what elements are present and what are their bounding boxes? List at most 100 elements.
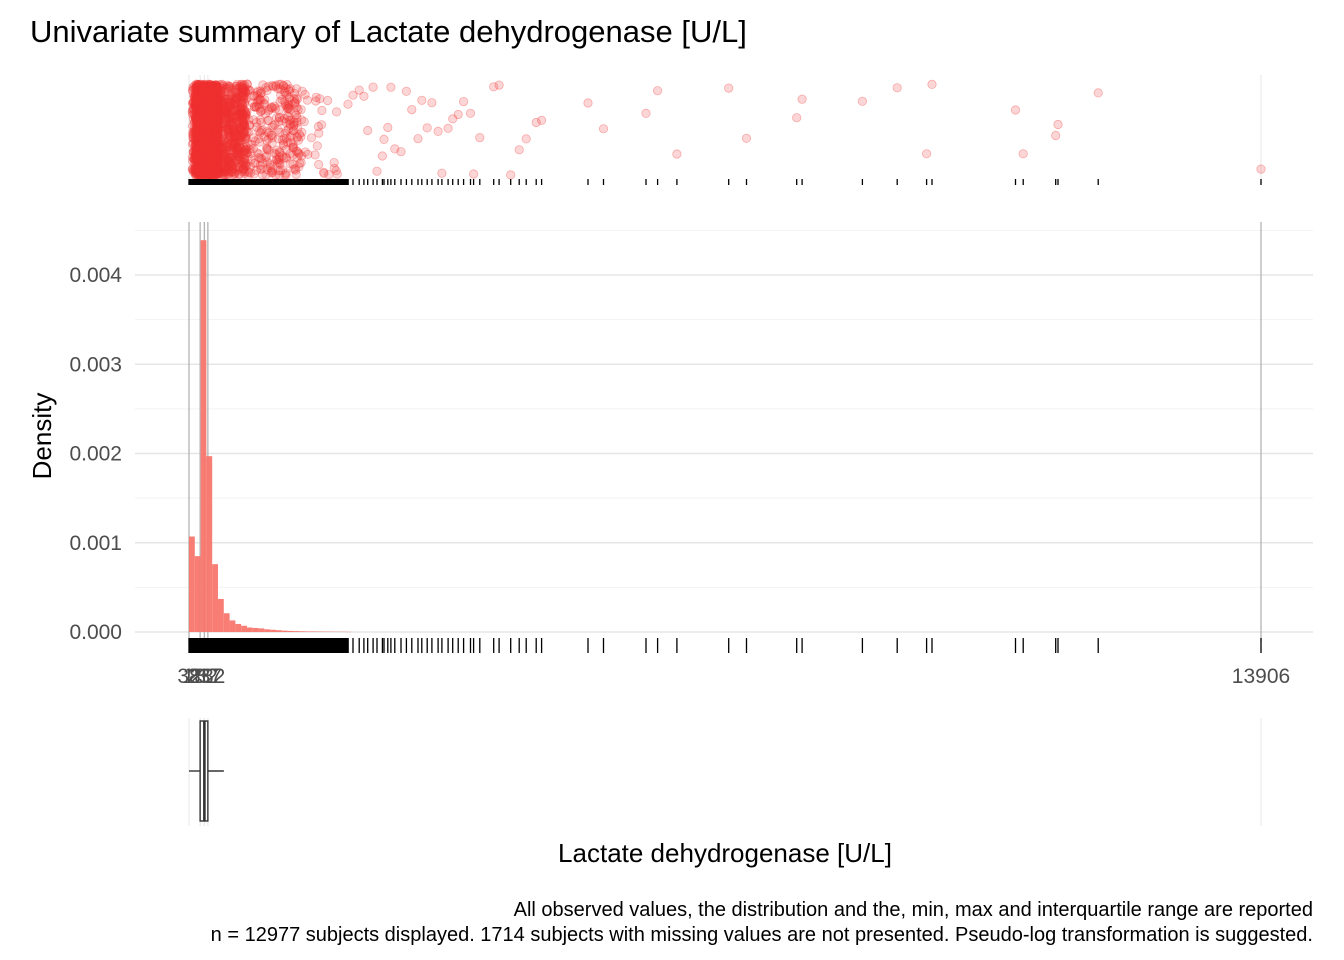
data-point: [199, 152, 209, 162]
data-point: [193, 169, 203, 179]
data-point: [192, 160, 202, 170]
data-point: [238, 129, 248, 139]
data-point: [226, 101, 237, 111]
data-point: [217, 98, 227, 108]
data-point: [193, 141, 203, 151]
data-point: [286, 138, 296, 148]
data-point: [253, 95, 263, 105]
data-point: [206, 123, 216, 133]
data-point: [193, 153, 203, 164]
data-point: [193, 116, 203, 126]
data-point: [211, 90, 221, 101]
data-point: [190, 83, 200, 93]
data-point: [209, 127, 219, 137]
data-point: [206, 89, 216, 99]
data-point: [211, 134, 221, 144]
data-point: [189, 83, 199, 94]
data-point: [255, 128, 266, 138]
data-point: [197, 121, 207, 131]
data-point: [208, 163, 218, 173]
data-point: [209, 145, 219, 155]
data-point: [232, 85, 242, 95]
histogram-bar: [223, 613, 230, 632]
data-point: [202, 152, 212, 162]
data-point: [210, 96, 221, 106]
data-point: [208, 159, 218, 169]
data-point: [191, 147, 201, 158]
data-point: [203, 95, 213, 106]
data-point: [211, 103, 221, 113]
data-point: [210, 165, 220, 175]
data-point: [209, 144, 219, 154]
data-point: [278, 81, 288, 91]
data-point: [202, 164, 212, 174]
data-point: [221, 166, 231, 176]
data-point: [211, 107, 221, 118]
data-point: [196, 168, 206, 178]
data-point: [196, 86, 206, 96]
data-point: [281, 90, 292, 100]
data-point: [417, 95, 427, 105]
data-point: [201, 168, 211, 178]
data-point: [407, 105, 417, 115]
data-point: [272, 145, 282, 155]
data-point: [210, 158, 220, 168]
data-point: [235, 136, 245, 147]
data-point: [239, 149, 249, 159]
data-point: [196, 164, 206, 174]
data-point: [191, 97, 201, 108]
data-point: [205, 148, 215, 158]
data-point: [193, 143, 203, 153]
y-tick-label: 0.002: [69, 443, 122, 466]
data-point: [207, 134, 217, 144]
data-point: [191, 145, 201, 155]
data-point: [672, 149, 682, 159]
data-point: [192, 163, 203, 173]
data-point: [209, 122, 220, 132]
data-point: [209, 140, 219, 151]
data-point: [201, 120, 211, 130]
data-point: [225, 160, 235, 170]
data-point: [286, 115, 296, 125]
data-point: [191, 79, 201, 89]
data-point: [331, 166, 341, 176]
data-point: [241, 131, 251, 141]
data-point: [232, 117, 242, 128]
data-point: [253, 86, 263, 96]
data-point: [262, 85, 272, 96]
data-point: [219, 167, 230, 177]
data-point: [210, 155, 220, 165]
data-point: [209, 133, 220, 143]
data-point: [202, 118, 212, 128]
data-point: [235, 135, 245, 145]
data-point: [204, 163, 214, 173]
data-point: [197, 147, 207, 158]
data-point: [200, 90, 210, 100]
data-point: [201, 121, 211, 131]
data-point: [285, 149, 295, 159]
data-point: [235, 82, 245, 93]
data-point: [218, 99, 228, 110]
data-point: [229, 126, 239, 136]
data-point: [232, 128, 242, 138]
data-point: [209, 160, 219, 170]
data-point: [193, 98, 203, 108]
chart-title: Univariate summary of Lactate dehydrogen…: [30, 14, 747, 49]
data-point: [195, 87, 205, 97]
data-point: [201, 156, 212, 166]
data-point: [289, 164, 299, 174]
data-point: [238, 127, 248, 137]
data-point: [191, 100, 201, 110]
data-point: [202, 140, 212, 150]
data-point: [210, 124, 220, 134]
data-point: [209, 117, 219, 127]
data-point: [234, 162, 244, 172]
data-point: [230, 94, 240, 104]
data-point: [211, 126, 221, 136]
data-point: [208, 156, 218, 166]
data-point: [205, 97, 215, 107]
data-point: [193, 141, 203, 151]
data-point: [208, 117, 219, 127]
data-point: [193, 151, 203, 161]
data-point: [201, 169, 211, 179]
